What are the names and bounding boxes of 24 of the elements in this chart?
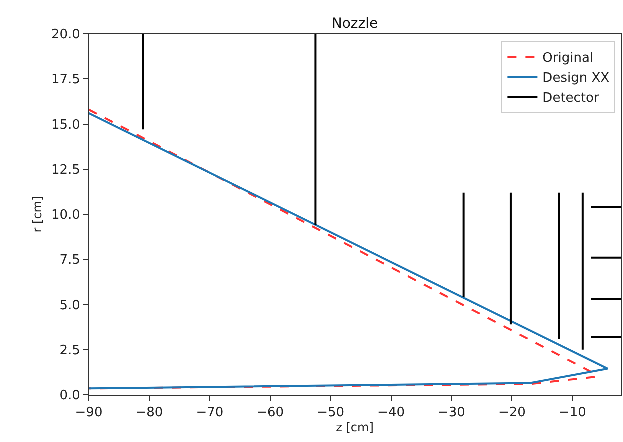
legend-label: Design XX (542, 71, 610, 86)
legend-label: Original (542, 51, 594, 66)
x-axis-title: z [cm] (336, 420, 374, 435)
y-tick-label: 15.0 (51, 118, 80, 133)
y-tick-label: 5.0 (60, 298, 80, 314)
y-tick-label: 7.5 (60, 253, 80, 268)
x-tick-label: −50 (317, 406, 345, 421)
x-tick-label: −40 (378, 406, 405, 421)
y-axis-title: r [cm] (30, 196, 45, 233)
x-tick-label: −20 (498, 406, 526, 421)
y-tick-label: 17.5 (51, 72, 80, 88)
chart-title: Nozzle (332, 16, 378, 32)
y-tick-label: 12.5 (51, 162, 80, 178)
y-tick-label: 2.5 (60, 343, 80, 358)
y-tick-label: 20.0 (51, 28, 80, 43)
x-tick-label: −60 (256, 406, 284, 421)
legend-label: Detector (542, 91, 600, 106)
x-tick-label: −30 (438, 406, 466, 421)
y-tick-label: 10.0 (51, 208, 80, 224)
x-tick-label: −90 (75, 406, 103, 421)
x-tick-label: −80 (136, 406, 164, 421)
x-tick-label: −10 (558, 406, 586, 421)
x-tick-label: −70 (196, 406, 224, 421)
y-tick-label: 0.0 (60, 388, 80, 404)
